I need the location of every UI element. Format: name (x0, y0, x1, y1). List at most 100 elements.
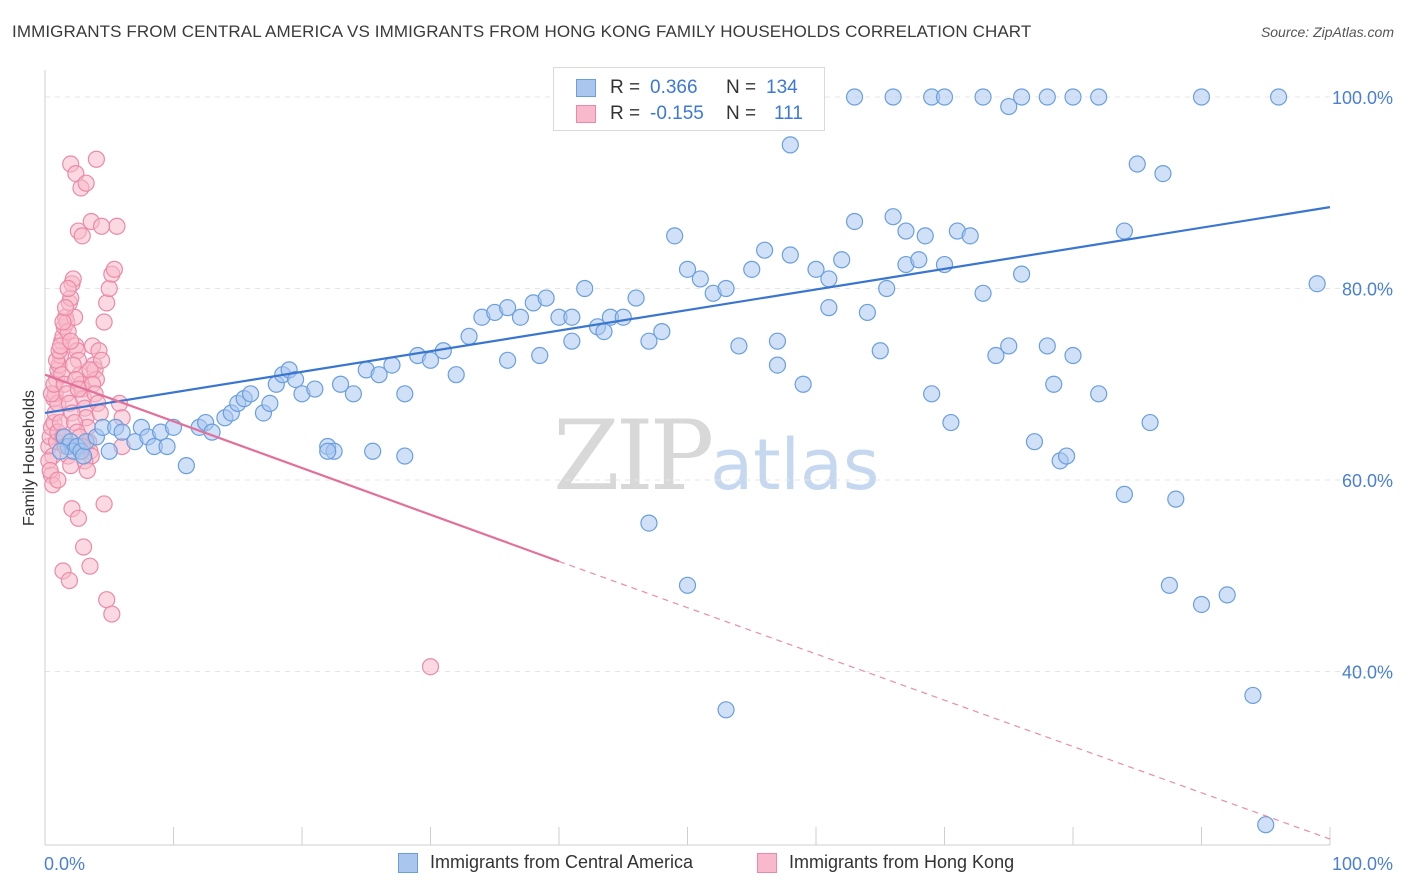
central-america-point (845, 88, 864, 106)
legend-label: Immigrants from Central America (430, 852, 694, 872)
hong-kong-point (59, 279, 77, 298)
central-america-point (961, 227, 979, 245)
legend-swatch-blue (576, 79, 596, 97)
legend-swatch-pink (757, 852, 777, 873)
r-label: R = (610, 103, 641, 124)
central-america-point (807, 260, 825, 278)
central-america-point (396, 447, 414, 465)
hong-kong-point (100, 279, 118, 298)
central-america-point (858, 303, 877, 322)
trend-lines (44, 206, 1331, 840)
x-tick-label-max: 100.0% (1332, 854, 1393, 874)
central-america-point (987, 346, 1005, 365)
central-america-point (743, 260, 761, 278)
central-america-point (242, 385, 260, 403)
hong-kong-point (69, 509, 88, 527)
legend-item-hong-kong: Immigrants from Hong Kong (757, 852, 1014, 873)
central-america-point (563, 332, 581, 350)
central-america-point (974, 88, 992, 106)
correlation-legend: R = 0.366 N = 134 R = -0.155 N = 111 (553, 67, 825, 131)
legend-swatch-blue (398, 852, 418, 873)
hong-kong-point (98, 294, 116, 312)
hong-kong-point (62, 332, 80, 350)
central-america-point (563, 308, 581, 326)
central-america-point (871, 342, 889, 360)
central-america-point (845, 212, 864, 231)
r-value: 0.366 (650, 77, 698, 98)
central-america-point (370, 366, 388, 384)
hong-kong-point (95, 313, 113, 331)
hong-kong-point (421, 658, 440, 676)
central-america-point (319, 442, 337, 460)
hong-kong-point (92, 217, 111, 235)
hong-kong-point (77, 174, 95, 192)
central-america-point (1045, 375, 1063, 393)
central-america-point (1167, 490, 1185, 508)
central-america-point (447, 366, 465, 384)
central-america-point (935, 88, 954, 106)
central-america-point (897, 222, 915, 240)
central-america-point (1012, 265, 1031, 283)
central-america-point (640, 332, 658, 350)
central-america-point (678, 576, 697, 594)
hong-kong-point (81, 361, 99, 379)
hong-kong-point (49, 471, 67, 489)
central-america-point (51, 442, 70, 460)
central-america-point (261, 394, 279, 412)
central-america-point (1257, 816, 1275, 834)
central-america-point (306, 380, 324, 398)
central-america-point (383, 356, 401, 374)
central-america-point (499, 351, 517, 369)
central-america-point (1115, 485, 1134, 503)
hong-kong-point (87, 150, 106, 168)
central-america-point (878, 279, 896, 298)
x-tick-labels: 0.0% 100.0% (44, 854, 1393, 874)
central-america-point (1244, 686, 1262, 705)
n-label: N = (726, 103, 757, 124)
legend-row-hong-kong: R = -0.155 N = 111 (576, 102, 803, 126)
watermark-atlas: atlas (710, 424, 880, 506)
trend-line-hong-kong (44, 373, 560, 563)
central-america-point (942, 413, 960, 432)
chart-title: IMMIGRANTS FROM CENTRAL AMERICA VS IMMIG… (12, 22, 1032, 41)
legend-row-central-america: R = 0.366 N = 134 (576, 76, 798, 100)
central-america-point (794, 375, 812, 393)
central-america-point (717, 279, 735, 298)
legend-label: Immigrants from Hong Kong (789, 852, 1015, 872)
central-america-point (1057, 447, 1076, 465)
hong-kong-point (95, 495, 113, 513)
n-value: 111 (774, 103, 803, 124)
grid-lines (45, 96, 1392, 672)
central-america-point (768, 356, 787, 374)
central-america-point (640, 514, 658, 532)
central-america-point (627, 289, 645, 307)
central-america-point (1012, 88, 1031, 106)
central-america-point (74, 447, 93, 465)
central-america-point (158, 437, 176, 456)
hong-kong-point (91, 404, 109, 422)
y-tick-label: 100.0% (1332, 88, 1393, 108)
legend-item-central-america: Immigrants from Central America (398, 852, 693, 873)
central-america-point (1115, 222, 1134, 240)
central-america-point (1128, 155, 1146, 173)
central-america-point (691, 270, 709, 288)
central-america-point (177, 457, 195, 475)
hong-kong-point (74, 538, 93, 556)
central-america-point (974, 284, 992, 302)
central-america-point (595, 322, 613, 341)
hong-kong-point (54, 313, 72, 331)
central-america-point (1269, 88, 1288, 106)
central-america-point (1090, 385, 1108, 403)
central-america-point (768, 332, 787, 350)
central-america-point (344, 385, 362, 403)
central-america-point (717, 701, 735, 719)
central-america-point (396, 385, 414, 403)
central-america-point (100, 442, 118, 460)
legend-swatch-pink (576, 105, 596, 123)
x-tick-label-min: 0.0% (44, 854, 85, 874)
n-label: N = (726, 77, 757, 98)
n-value: 134 (766, 77, 798, 98)
r-value: -0.155 (650, 103, 704, 124)
hong-kong-point (56, 299, 75, 317)
central-america-point (1090, 88, 1108, 106)
